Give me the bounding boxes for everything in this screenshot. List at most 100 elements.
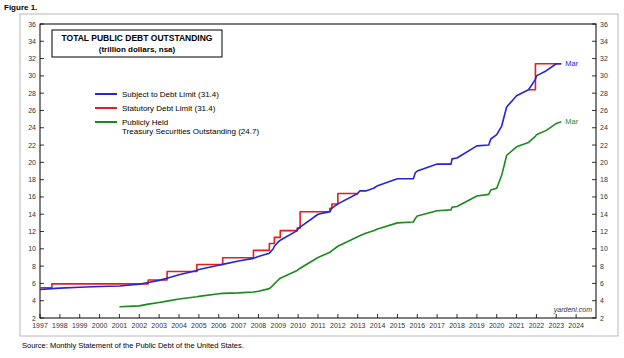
x-tick (496, 314, 497, 318)
y-tick-right (592, 162, 596, 163)
series-line (40, 64, 561, 290)
x-tick-label: 2017 (429, 322, 445, 329)
x-tick (377, 314, 378, 318)
y-tick-label-left: 10 (28, 245, 36, 252)
y-tick-label-right: 6 (600, 280, 604, 287)
y-tick-label-left: 30 (28, 72, 36, 79)
x-tick-label: 2022 (529, 322, 545, 329)
x-tick (40, 314, 41, 318)
subtitle: (trillion dollars, nsa) (99, 45, 176, 54)
x-tick (457, 314, 458, 318)
legend-label: Subject to Debt Limit (31.4) (122, 90, 219, 99)
y-tick-left (40, 145, 44, 146)
y-tick-left (40, 300, 44, 301)
y-tick-left (40, 196, 44, 197)
y-tick-right (592, 248, 596, 249)
y-tick-right (592, 145, 596, 146)
y-tick-right (592, 266, 596, 267)
x-tick (476, 314, 477, 318)
y-tick-label-left: 2 (32, 315, 36, 322)
x-tick (238, 314, 239, 318)
x-tick-label: 2018 (449, 322, 465, 329)
y-tick-label-right: 16 (600, 193, 608, 200)
x-tick (576, 314, 577, 318)
x-tick-label: 2007 (231, 322, 247, 329)
legend-swatch (95, 107, 117, 109)
y-tick-label-right: 4 (600, 297, 604, 304)
legend-label-line: Treasury Securities Outstanding (24.7) (122, 127, 259, 136)
x-tick (218, 314, 219, 318)
y-tick-left (40, 93, 44, 94)
y-tick-label-right: 26 (600, 107, 608, 114)
y-tick-right (592, 127, 596, 128)
y-tick-right (592, 24, 596, 25)
y-tick-left (40, 179, 44, 180)
x-tick (397, 314, 398, 318)
x-tick (337, 314, 338, 318)
x-tick-label: 1997 (32, 322, 48, 329)
y-tick-label-left: 34 (28, 38, 36, 45)
x-tick (59, 314, 60, 318)
y-tick-label-left: 20 (28, 159, 36, 166)
y-tick-label-left: 18 (28, 176, 36, 183)
y-tick-label-left: 12 (28, 228, 36, 235)
x-tick-label: 2011 (310, 322, 325, 329)
legend-label: Publicly HeldTreasury Securities Outstan… (122, 118, 259, 136)
y-tick-right (592, 196, 596, 197)
y-tick-label-right: 20 (600, 159, 608, 166)
y-tick-right (592, 283, 596, 284)
series-line (119, 122, 561, 307)
x-tick-label: 2023 (549, 322, 565, 329)
title-box (52, 30, 222, 57)
y-tick-left (40, 283, 44, 284)
annotation: Mar (565, 59, 578, 68)
y-tick-label-left: 22 (28, 142, 36, 149)
y-tick-label-left: 16 (28, 193, 36, 200)
y-tick-label-right: 34 (600, 38, 608, 45)
x-tick-label: 2013 (350, 322, 366, 329)
x-tick-label: 2008 (251, 322, 267, 329)
y-tick-label-right: 30 (600, 72, 608, 79)
y-tick-label-right: 14 (600, 211, 608, 218)
x-tick (536, 314, 537, 318)
legend-label: Statutory Debt Limit (31.4) (122, 104, 216, 113)
y-tick-label-left: 28 (28, 90, 36, 97)
x-tick-label: 2016 (410, 322, 426, 329)
y-tick-right (592, 214, 596, 215)
x-tick (79, 314, 80, 318)
x-tick-label: 2015 (390, 322, 406, 329)
legend-swatch (95, 93, 117, 95)
y-tick-label-right: 22 (600, 142, 608, 149)
y-tick-left (40, 41, 44, 42)
y-tick-right (592, 93, 596, 94)
y-tick-label-left: 24 (28, 124, 36, 131)
y-tick-right (592, 41, 596, 42)
x-tick-label: 2006 (211, 322, 227, 329)
y-tick-right (592, 179, 596, 180)
y-tick-left (40, 24, 44, 25)
x-tick-label: 2010 (290, 322, 306, 329)
x-tick (258, 314, 259, 318)
y-tick-left (40, 318, 44, 319)
y-tick-label-right: 24 (600, 124, 608, 131)
title: TOTAL PUBLIC DEBT OUTSTANDING (62, 33, 213, 43)
y-tick-left (40, 162, 44, 163)
y-tick-left (40, 75, 44, 76)
credit: yardeni.com (553, 306, 592, 314)
figure-label: Figure 1. (4, 3, 37, 12)
y-tick-label-left: 36 (28, 21, 36, 28)
y-tick-label-left: 4 (32, 297, 36, 304)
y-tick-label-left: 32 (28, 55, 36, 62)
x-tick-label: 2001 (112, 322, 128, 329)
y-tick-label-left: 6 (32, 280, 36, 287)
y-tick-right (592, 231, 596, 232)
x-tick (198, 314, 199, 318)
x-tick-label: 2014 (370, 322, 386, 329)
plot-frame (40, 24, 596, 318)
source: Source: Monthly Statement of the Public … (22, 341, 244, 350)
x-tick-label: 1999 (72, 322, 88, 329)
x-tick (139, 314, 140, 318)
y-tick-label-right: 2 (600, 315, 604, 322)
y-tick-label-right: 10 (600, 245, 608, 252)
x-tick (516, 314, 517, 318)
